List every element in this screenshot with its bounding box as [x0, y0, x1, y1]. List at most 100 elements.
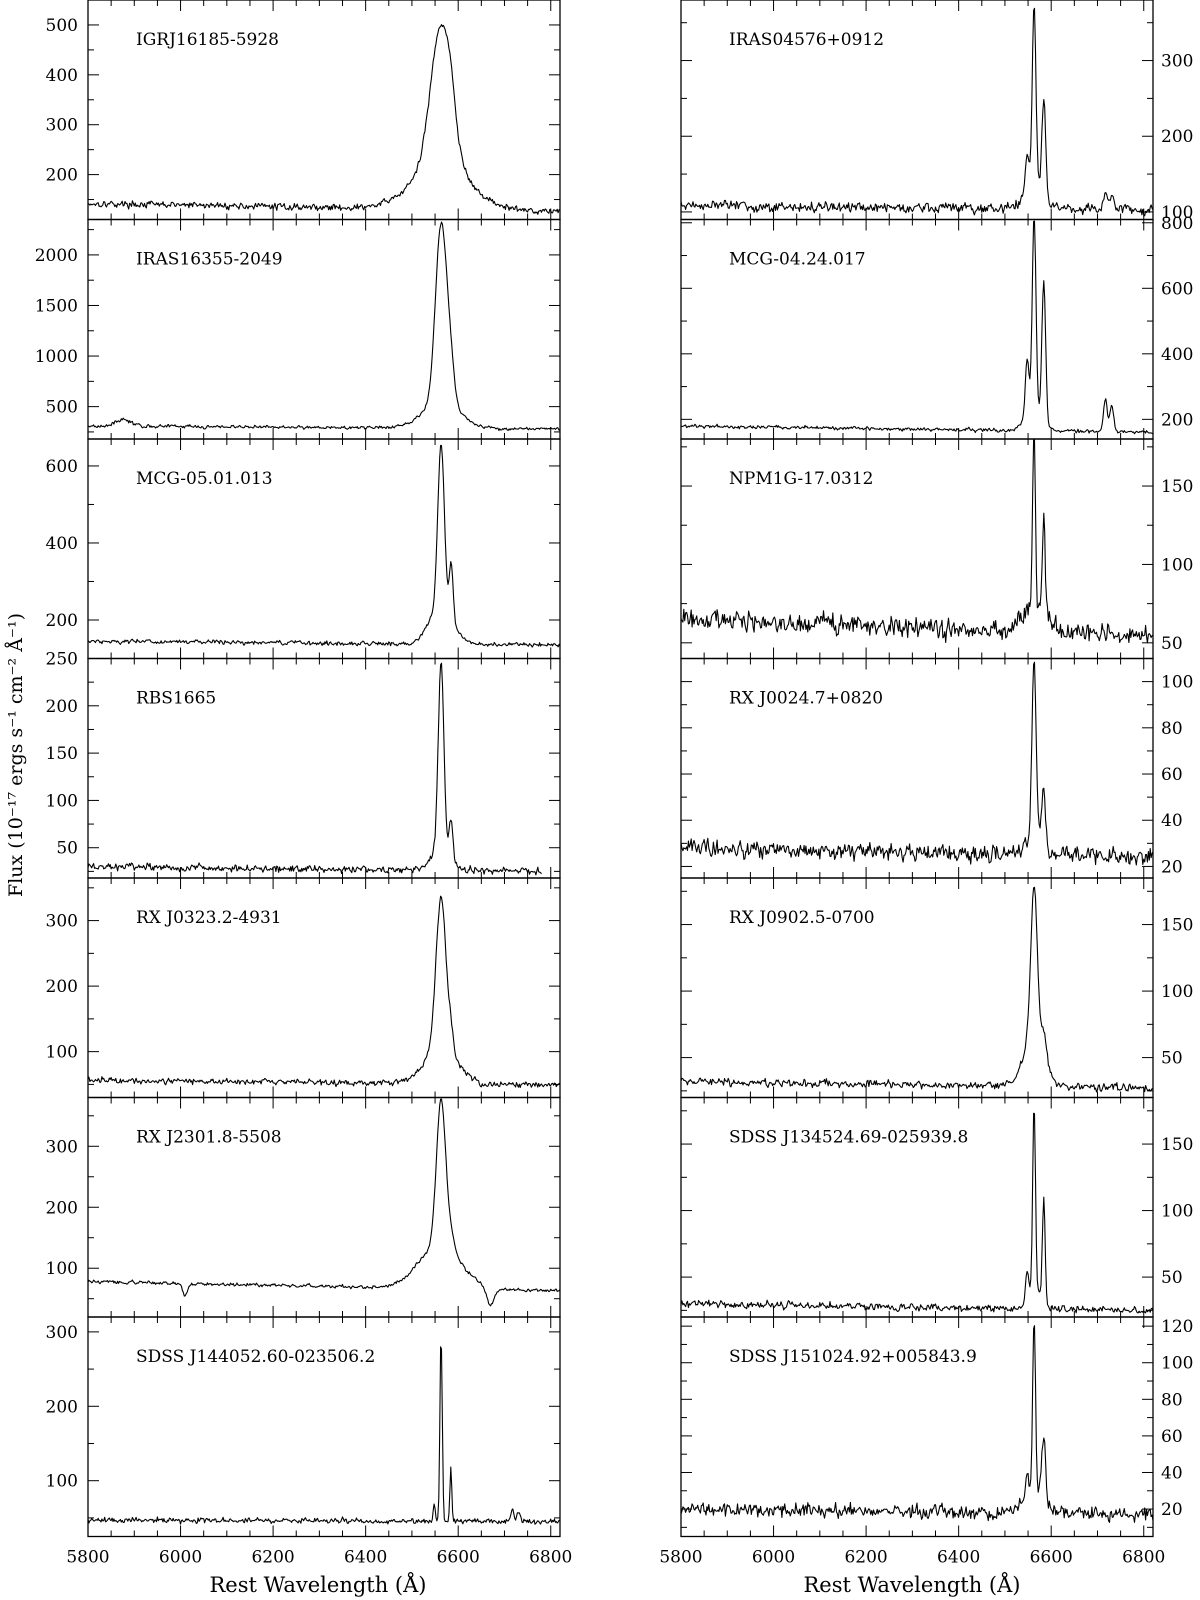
- x-axis-title-left: Rest Wavelength (Å): [209, 1572, 426, 1597]
- y-tick-label: 500: [46, 398, 78, 418]
- y-tick-label: 50: [1161, 1049, 1183, 1069]
- y-tick-label: 300: [46, 116, 78, 136]
- x-axis-title-right: Rest Wavelength (Å): [803, 1572, 1020, 1597]
- x-tick-label: 6000: [159, 1548, 202, 1568]
- y-tick-label: 200: [46, 697, 78, 717]
- spectrum-line: [87, 1098, 561, 1307]
- y-tick-label: 200: [46, 1198, 78, 1218]
- object-name-label: IRAS04576+0912: [729, 30, 884, 50]
- y-tick-label: 1500: [35, 296, 78, 316]
- y-tick-label: 50: [1161, 634, 1183, 654]
- y-tick-label: 100: [1161, 1202, 1193, 1222]
- y-tick-label: 120: [1161, 1317, 1193, 1337]
- spectrum-panel: 500 1000 1500 2000 IRAS16355-2049: [35, 218, 561, 440]
- x-tick-label: 5800: [66, 1548, 109, 1568]
- x-tick-label: 6800: [1122, 1548, 1165, 1568]
- y-tick-label: 100: [1161, 555, 1193, 575]
- y-tick-label: 150: [1161, 477, 1193, 497]
- y-tick-label: 250: [46, 650, 78, 670]
- y-tick-label: 200: [46, 1397, 78, 1417]
- y-tick-label: 100: [1161, 982, 1193, 1002]
- spectrum-panel: 100 200 300 IRAS04576+0912: [680, 0, 1193, 223]
- spectrum-panel: 50 100 150 200 250 RBS1665: [46, 650, 561, 879]
- y-tick-label: 100: [46, 1472, 78, 1492]
- panel-frame: [680, 1316, 1154, 1538]
- object-name-label: NPM1G-17.0312: [729, 469, 873, 489]
- y-tick-label: 200: [1161, 127, 1193, 147]
- y-tick-label: 40: [1161, 811, 1183, 831]
- spectrum-line: [87, 221, 561, 432]
- spectrum-panel: 50 100 150 SDSS J134524.69-025939.8: [680, 1096, 1193, 1318]
- object-name-label: IRAS16355-2049: [136, 250, 283, 270]
- y-tick-label: 300: [46, 912, 78, 932]
- y-tick-label: 40: [1161, 1463, 1183, 1483]
- y-tick-label: 100: [46, 791, 78, 811]
- y-tick-label: 500: [46, 16, 78, 36]
- spectrum-panel: 50 100 150 RX J0902.5-0700: [680, 877, 1193, 1099]
- spectrum-line: [87, 1346, 561, 1525]
- spectrum-line: [680, 7, 1154, 217]
- x-tick-label: 5800: [659, 1548, 702, 1568]
- y-tick-label: 800: [1161, 214, 1193, 234]
- spectrum-panel: 50 100 150 NPM1G-17.0312: [680, 438, 1193, 660]
- y-axis-title: Flux (10⁻¹⁷ ergs s⁻¹ cm⁻² Å⁻¹): [5, 613, 27, 897]
- object-name-label: IGRJ16185-5928: [136, 30, 279, 50]
- y-tick-label: 80: [1161, 719, 1183, 739]
- y-tick-label: 300: [46, 1323, 78, 1343]
- object-name-label: MCG-05.01.013: [136, 469, 273, 489]
- y-tick-label: 200: [1161, 410, 1193, 430]
- spectrum-panel: 100 200 300 SDSS J144052.60-023506.2: [46, 1316, 561, 1538]
- spectrum-panel: 200 400 600 800 MCG-04.24.017: [680, 214, 1193, 440]
- y-tick-label: 50: [56, 839, 78, 859]
- x-tick-label: 6600: [437, 1548, 480, 1568]
- spectrum-line: [87, 895, 561, 1089]
- x-tick-label: 6400: [344, 1548, 387, 1568]
- spectrum-line: [680, 1325, 1154, 1523]
- panels-group: 200 300 400 500 IGRJ16185-5928 500 1000 1500 200…: [35, 0, 1193, 1568]
- spectrum-line: [87, 24, 561, 215]
- spectrum-panel: 20 40 60 80 100 120 SDSS J151024.92+005843.9: [680, 1316, 1193, 1538]
- spectrum-line: [680, 886, 1154, 1093]
- spectrum-line: [87, 662, 542, 876]
- y-tick-label: 300: [46, 1137, 78, 1157]
- x-tick-label: 6400: [937, 1548, 980, 1568]
- y-tick-label: 20: [1161, 1500, 1183, 1520]
- spectrum-panel: 200 300 400 500 IGRJ16185-5928: [46, 0, 561, 221]
- object-name-label: MCG-04.24.017: [729, 250, 866, 270]
- spectrum-panel: 100 200 300 RX J2301.8-5508: [46, 1096, 561, 1318]
- spectrum-line: [680, 439, 1154, 644]
- spectrum-line: [680, 1112, 1154, 1314]
- y-tick-label: 100: [46, 1043, 78, 1063]
- y-tick-label: 200: [46, 611, 78, 631]
- y-tick-label: 100: [1161, 673, 1193, 693]
- y-tick-label: 600: [1161, 279, 1193, 299]
- x-tick-label: 6800: [529, 1548, 572, 1568]
- object-name-label: RX J0902.5-0700: [729, 908, 875, 928]
- spectrum-line: [680, 661, 1154, 866]
- object-name-label: RX J2301.8-5508: [136, 1128, 282, 1148]
- y-tick-label: 100: [1161, 1354, 1193, 1374]
- y-tick-label: 20: [1161, 857, 1183, 877]
- y-tick-label: 2000: [35, 246, 78, 266]
- x-tick-label: 6600: [1030, 1548, 1073, 1568]
- object-name-label: SDSS J151024.92+005843.9: [729, 1347, 977, 1367]
- panel-frame: [87, 1316, 561, 1538]
- y-tick-label: 100: [1161, 203, 1193, 223]
- y-tick-label: 50: [1161, 1268, 1183, 1288]
- y-tick-label: 200: [46, 977, 78, 997]
- spectrum-panel: 200 400 600 MCG-05.01.013: [46, 438, 561, 660]
- object-name-label: SDSS J134524.69-025939.8: [729, 1128, 968, 1148]
- y-tick-label: 100: [46, 1259, 78, 1279]
- spectrum-line: [680, 220, 1154, 435]
- y-tick-label: 150: [1161, 916, 1193, 936]
- y-tick-label: 150: [46, 744, 78, 764]
- x-tick-label: 6200: [844, 1548, 887, 1568]
- spectrum-panel: 20 40 60 80 100 RX J0024.7+0820: [680, 657, 1193, 879]
- object-name-label: RX J0024.7+0820: [729, 689, 883, 709]
- object-name-label: SDSS J144052.60-023506.2: [136, 1347, 375, 1367]
- y-tick-label: 200: [46, 166, 78, 186]
- x-tick-label: 6200: [251, 1548, 294, 1568]
- object-name-label: RBS1665: [136, 689, 216, 709]
- spectrum-panel: 100 200 300 RX J0323.2-4931: [46, 877, 561, 1099]
